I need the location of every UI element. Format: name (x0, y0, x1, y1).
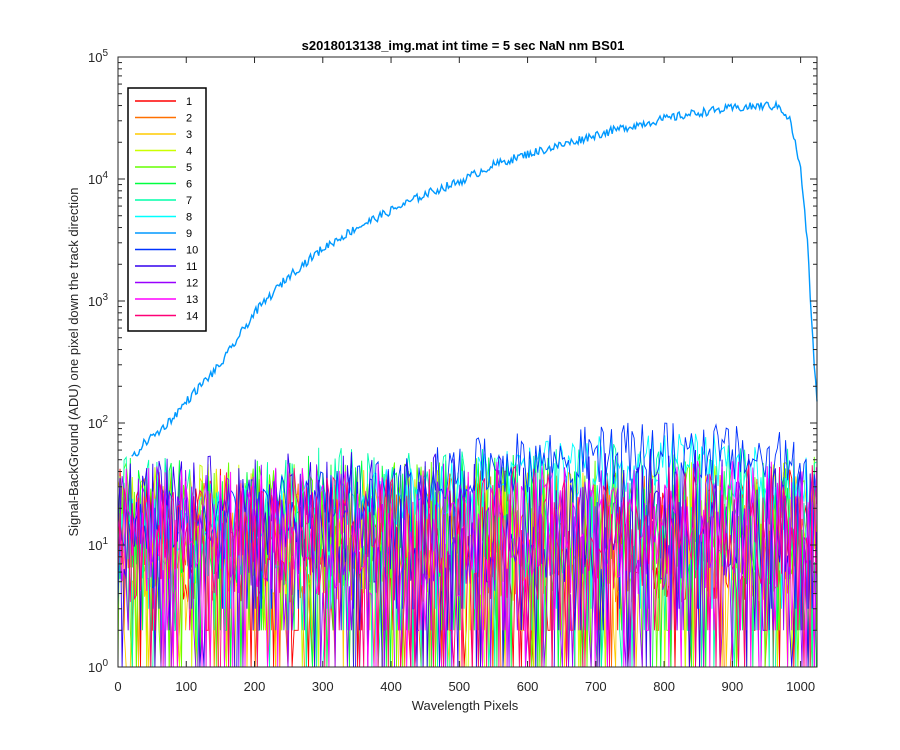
y-tick-label: 101 (88, 536, 108, 553)
x-tick-label: 400 (380, 679, 402, 694)
x-tick-label: 200 (244, 679, 266, 694)
series-layer (117, 99, 818, 668)
legend-label: 14 (186, 311, 198, 323)
legend-label: 12 (186, 278, 198, 290)
legend-label: 9 (186, 228, 192, 240)
legend-label: 3 (186, 129, 192, 141)
y-tick-label-base: 10 (88, 294, 102, 309)
y-tick-label: 105 (88, 48, 108, 65)
x-tick-label: 900 (722, 679, 744, 694)
x-axis-label: Wavelength Pixels (412, 698, 519, 713)
x-tick-label: 800 (653, 679, 675, 694)
y-tick-label-exponent: 0 (102, 658, 108, 669)
y-tick-label: 100 (88, 658, 108, 675)
x-tick-label: 100 (175, 679, 197, 694)
axes: 0 100 200 300 400 500 600 700 800 900 100010010110… (88, 48, 817, 694)
y-tick-label-base: 10 (88, 538, 102, 553)
legend-label: 10 (186, 245, 198, 257)
y-tick-label: 104 (88, 170, 108, 187)
y-tick-label-base: 10 (88, 660, 102, 675)
y-tick-label-base: 10 (88, 416, 102, 431)
legend-label: 2 (186, 113, 192, 125)
y-tick-label: 103 (88, 292, 108, 309)
y-tick-label-exponent: 1 (102, 536, 108, 547)
legend-label: 13 (186, 294, 198, 306)
legend-label: 11 (186, 261, 197, 273)
series-line-13 (117, 460, 817, 668)
x-tick-label: 700 (585, 679, 607, 694)
x-tick-label: 1000 (786, 679, 815, 694)
y-tick-label-exponent: 5 (102, 48, 108, 59)
x-tick-label: 300 (312, 679, 334, 694)
legend-label: 7 (186, 195, 192, 207)
legend-label: 5 (186, 162, 192, 174)
legend-box (127, 87, 207, 332)
y-tick-label-base: 10 (88, 50, 102, 65)
x-tick-label: 500 (448, 679, 470, 694)
x-tick-label: 600 (517, 679, 539, 694)
series-line-14 (117, 464, 817, 668)
y-tick-label-base: 10 (88, 172, 102, 187)
legend-label: 1 (186, 96, 192, 108)
x-tick-label: 0 (114, 679, 121, 694)
series-line-9 (131, 99, 818, 457)
y-tick-label-exponent: 4 (102, 170, 108, 181)
series-line-8 (117, 432, 817, 609)
y-tick-label-exponent: 2 (102, 414, 108, 425)
legend-label: 8 (186, 212, 192, 224)
chart-title: s2018013138_img.mat int time = 5 sec NaN… (302, 38, 625, 53)
legend-label: 6 (186, 179, 192, 191)
y-axis-label: Signal-BackGround (ADU) one pixel down t… (66, 187, 81, 536)
plot-frame (117, 56, 818, 668)
y-tick-label: 102 (88, 414, 108, 431)
series-line-12 (117, 463, 817, 668)
legend-label: 4 (186, 146, 192, 158)
y-tick-label-exponent: 3 (102, 292, 108, 303)
